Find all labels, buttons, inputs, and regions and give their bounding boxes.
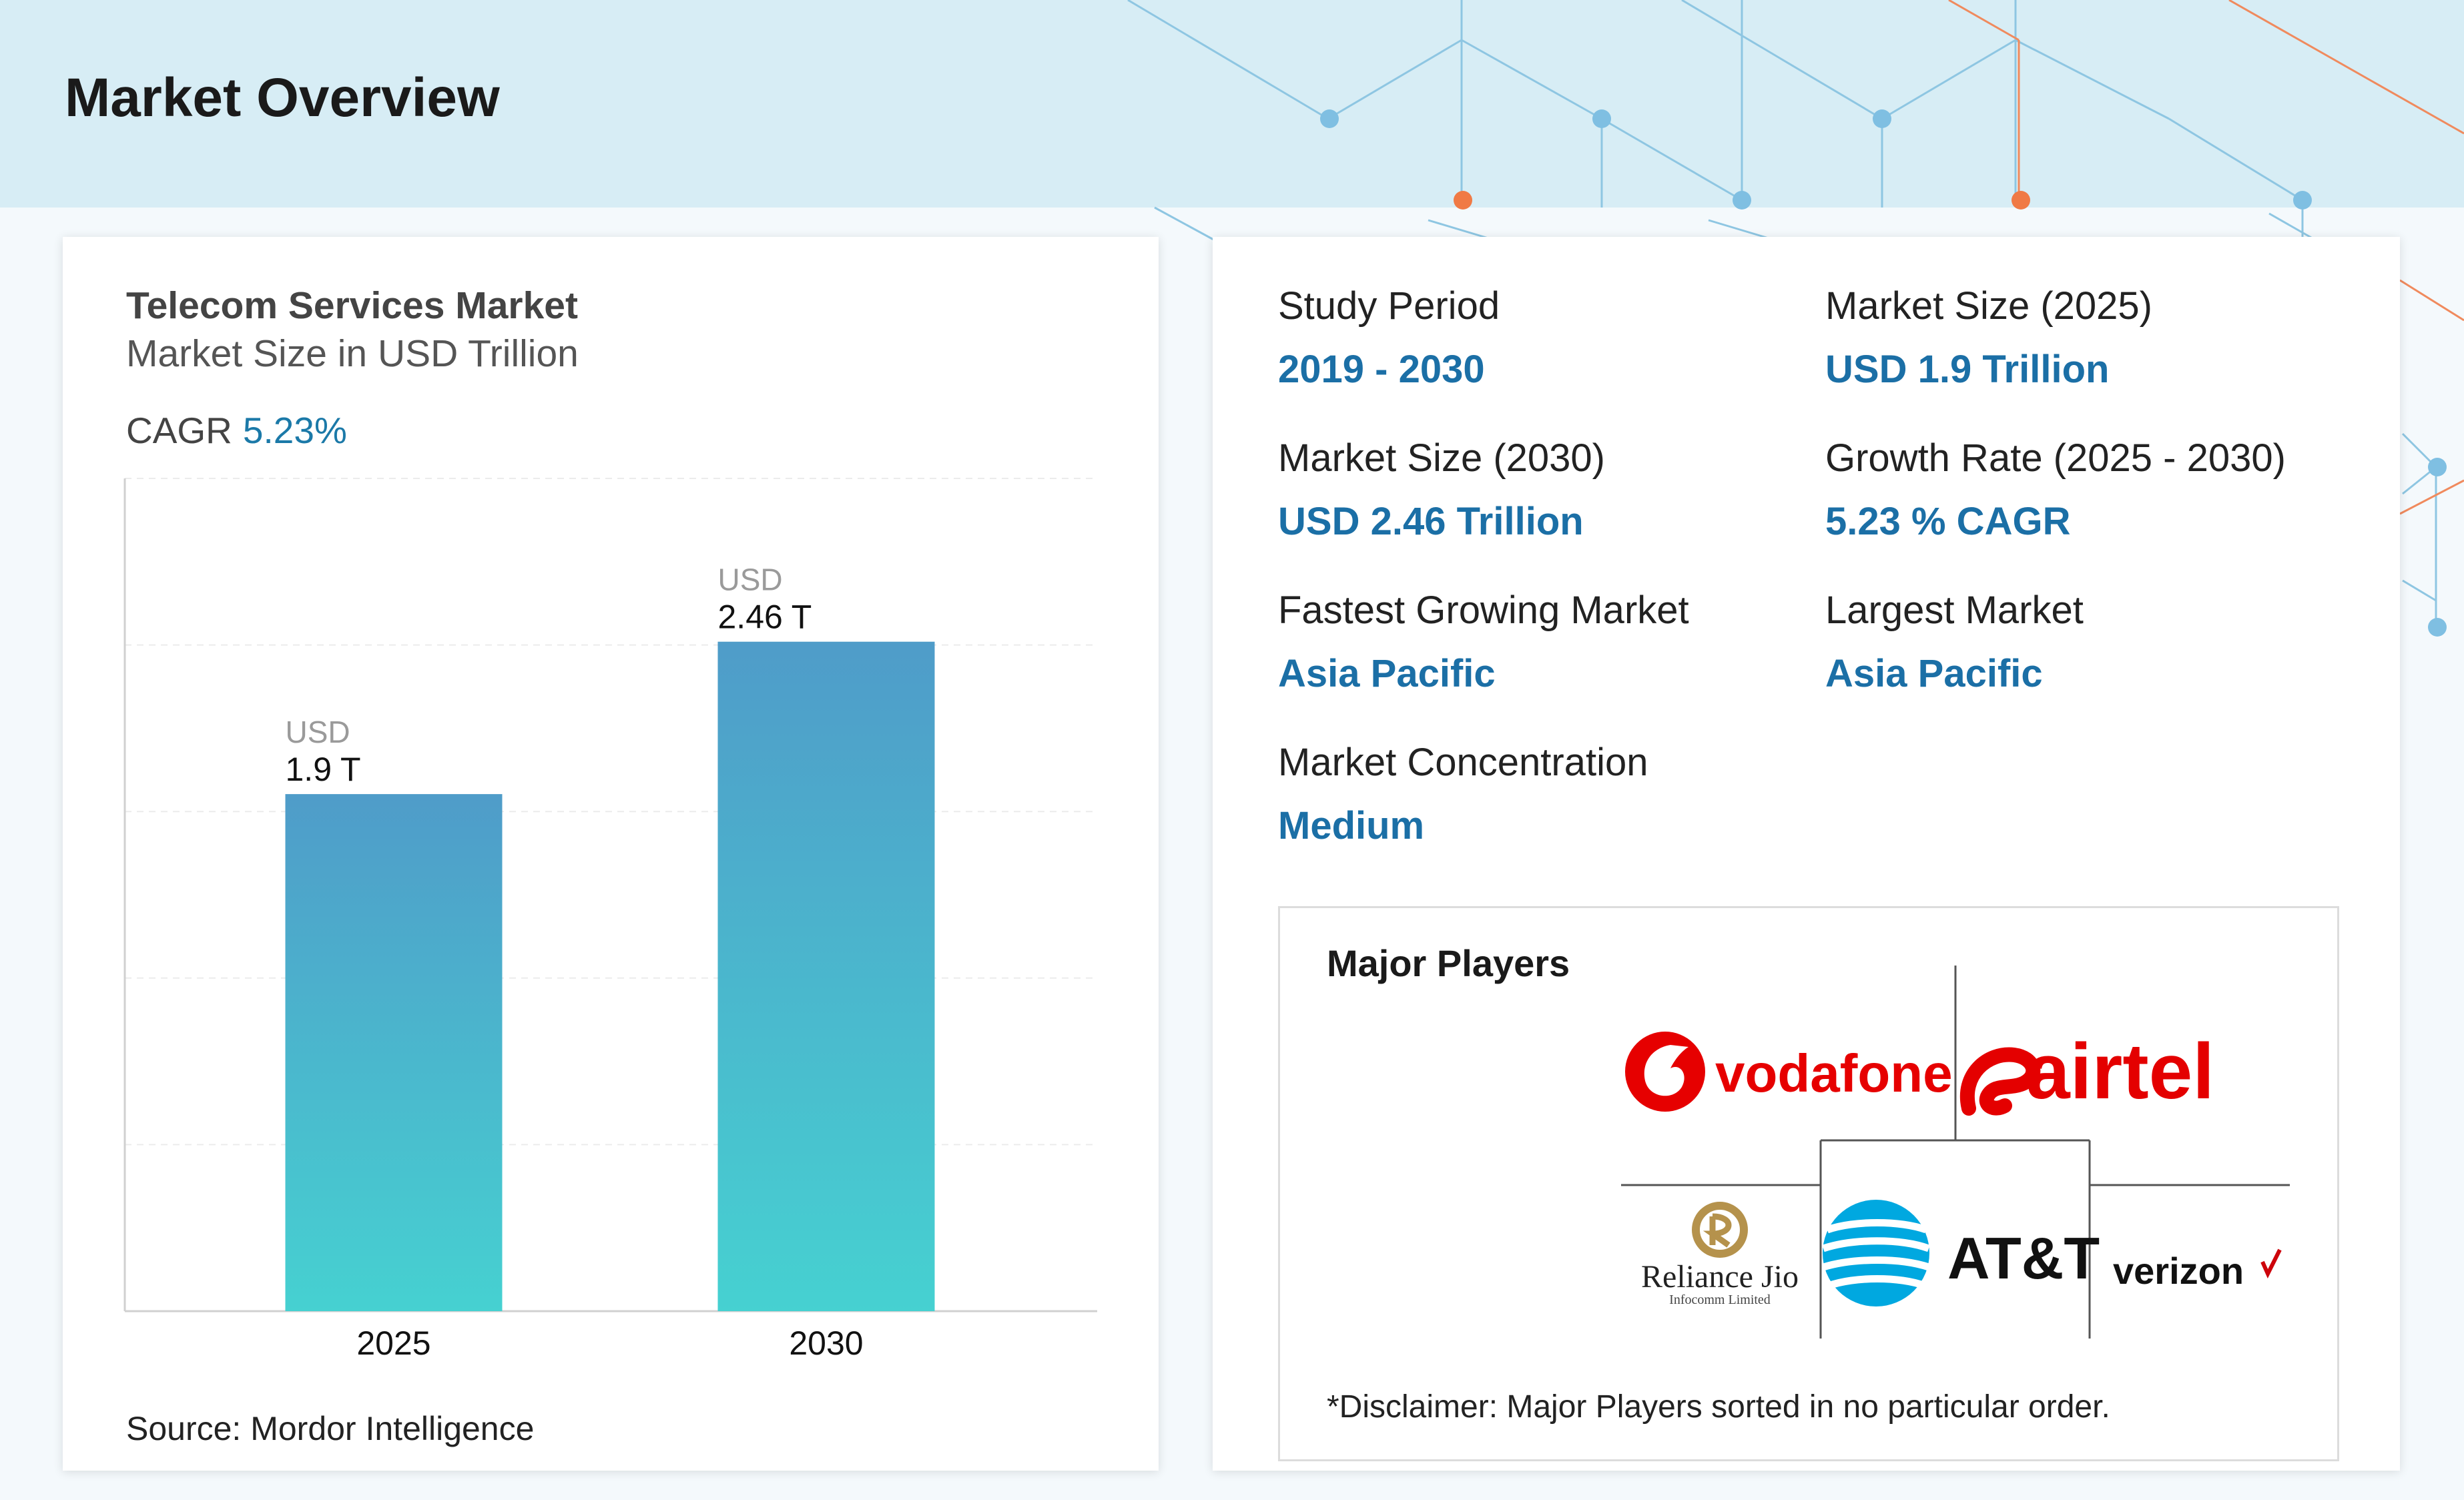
stat-label: Market Size (2025): [1825, 284, 2152, 328]
att-logo: AT&T: [1822, 1200, 2100, 1306]
reliance-jio-subtitle: Infocomm Limited: [1669, 1292, 1771, 1307]
bar-2025: [285, 794, 503, 1311]
verizon-logo: verizon: [2113, 1248, 2282, 1292]
bar-2030: [717, 641, 935, 1311]
airtel-wordmark: airtel: [2026, 1028, 2214, 1116]
stat-value: 2019 - 2030: [1278, 348, 1485, 391]
vodafone-logo: vodafone: [1625, 1032, 1953, 1112]
att-wordmark: AT&T: [1947, 1225, 2100, 1291]
stat-label: Fastest Growing Market: [1278, 589, 1689, 632]
x-tick-label: 2030: [789, 1325, 863, 1362]
stat-market-size-2025: Market Size (2025) USD 1.9 Trillion: [1825, 284, 2152, 392]
data-label: 2.46 T: [718, 599, 812, 636]
player-logos: vodafone airtel Reliance Jio Infocomm Li…: [1621, 966, 2290, 1339]
stat-market-size-2030: Market Size (2030) USD 2.46 Trillion: [1278, 436, 1605, 544]
verizon-wordmark: verizon: [2113, 1250, 2244, 1292]
stat-study-period: Study Period 2019 - 2030: [1278, 284, 1500, 392]
data-label-prefix: USD: [286, 715, 350, 749]
stat-value: Asia Pacific: [1278, 652, 1496, 695]
reliance-jio-logo: Reliance Jio Infocomm Limited: [1641, 1202, 1799, 1307]
stat-largest-market: Largest Market Asia Pacific: [1825, 588, 2084, 696]
stat-value: 5.23 % CAGR: [1825, 500, 2071, 543]
page-title: Market Overview: [65, 67, 500, 128]
header-banner: [0, 0, 2464, 208]
stat-value: Asia Pacific: [1825, 652, 2043, 695]
x-tick-label: 2025: [356, 1325, 430, 1362]
stat-label: Market Concentration: [1278, 741, 1648, 784]
chart-subtitle: Market Size in USD Trillion: [126, 332, 579, 375]
data-label: 1.9 T: [286, 751, 361, 788]
stat-label: Growth Rate (2025 - 2030): [1825, 436, 2286, 480]
cagr-value: 5.23%: [242, 410, 347, 451]
cagr-label: CAGR: [126, 410, 232, 451]
chart-card: Telecom Services Market Market Size in U…: [63, 237, 1159, 1471]
stat-label: Market Size (2030): [1278, 436, 1605, 480]
cagr-row: CAGR 5.23%: [126, 409, 347, 452]
source-note: Source: Mordor Intelligence: [126, 1410, 535, 1447]
stat-label: Largest Market: [1825, 589, 2084, 632]
chart-title: Telecom Services Market: [126, 284, 578, 327]
disclaimer-note: *Disclaimer: Major Players sorted in no …: [1327, 1389, 2110, 1425]
stat-fastest-growing-market: Fastest Growing Market Asia Pacific: [1278, 588, 1689, 696]
major-players-box: Major Players vodafone airtel: [1278, 906, 2339, 1461]
stat-growth-rate: Growth Rate (2025 - 2030) 5.23 % CAGR: [1825, 436, 2286, 544]
stat-value: USD 1.9 Trillion: [1825, 348, 2110, 391]
airtel-logo: airtel: [1959, 1028, 2214, 1116]
stat-value: USD 2.46 Trillion: [1278, 500, 1584, 543]
data-label-prefix: USD: [718, 562, 783, 597]
network-pattern-decoration: [1127, 0, 2464, 637]
stat-value: Medium: [1278, 804, 1425, 847]
summary-card: Study Period 2019 - 2030 Market Size (20…: [1213, 237, 2400, 1471]
stat-label: Study Period: [1278, 284, 1500, 328]
stat-market-concentration: Market Concentration Medium: [1278, 740, 1648, 848]
reliance-jio-wordmark: Reliance Jio: [1641, 1259, 1799, 1294]
major-players-title: Major Players: [1327, 942, 1570, 984]
vodafone-wordmark: vodafone: [1715, 1044, 1953, 1103]
